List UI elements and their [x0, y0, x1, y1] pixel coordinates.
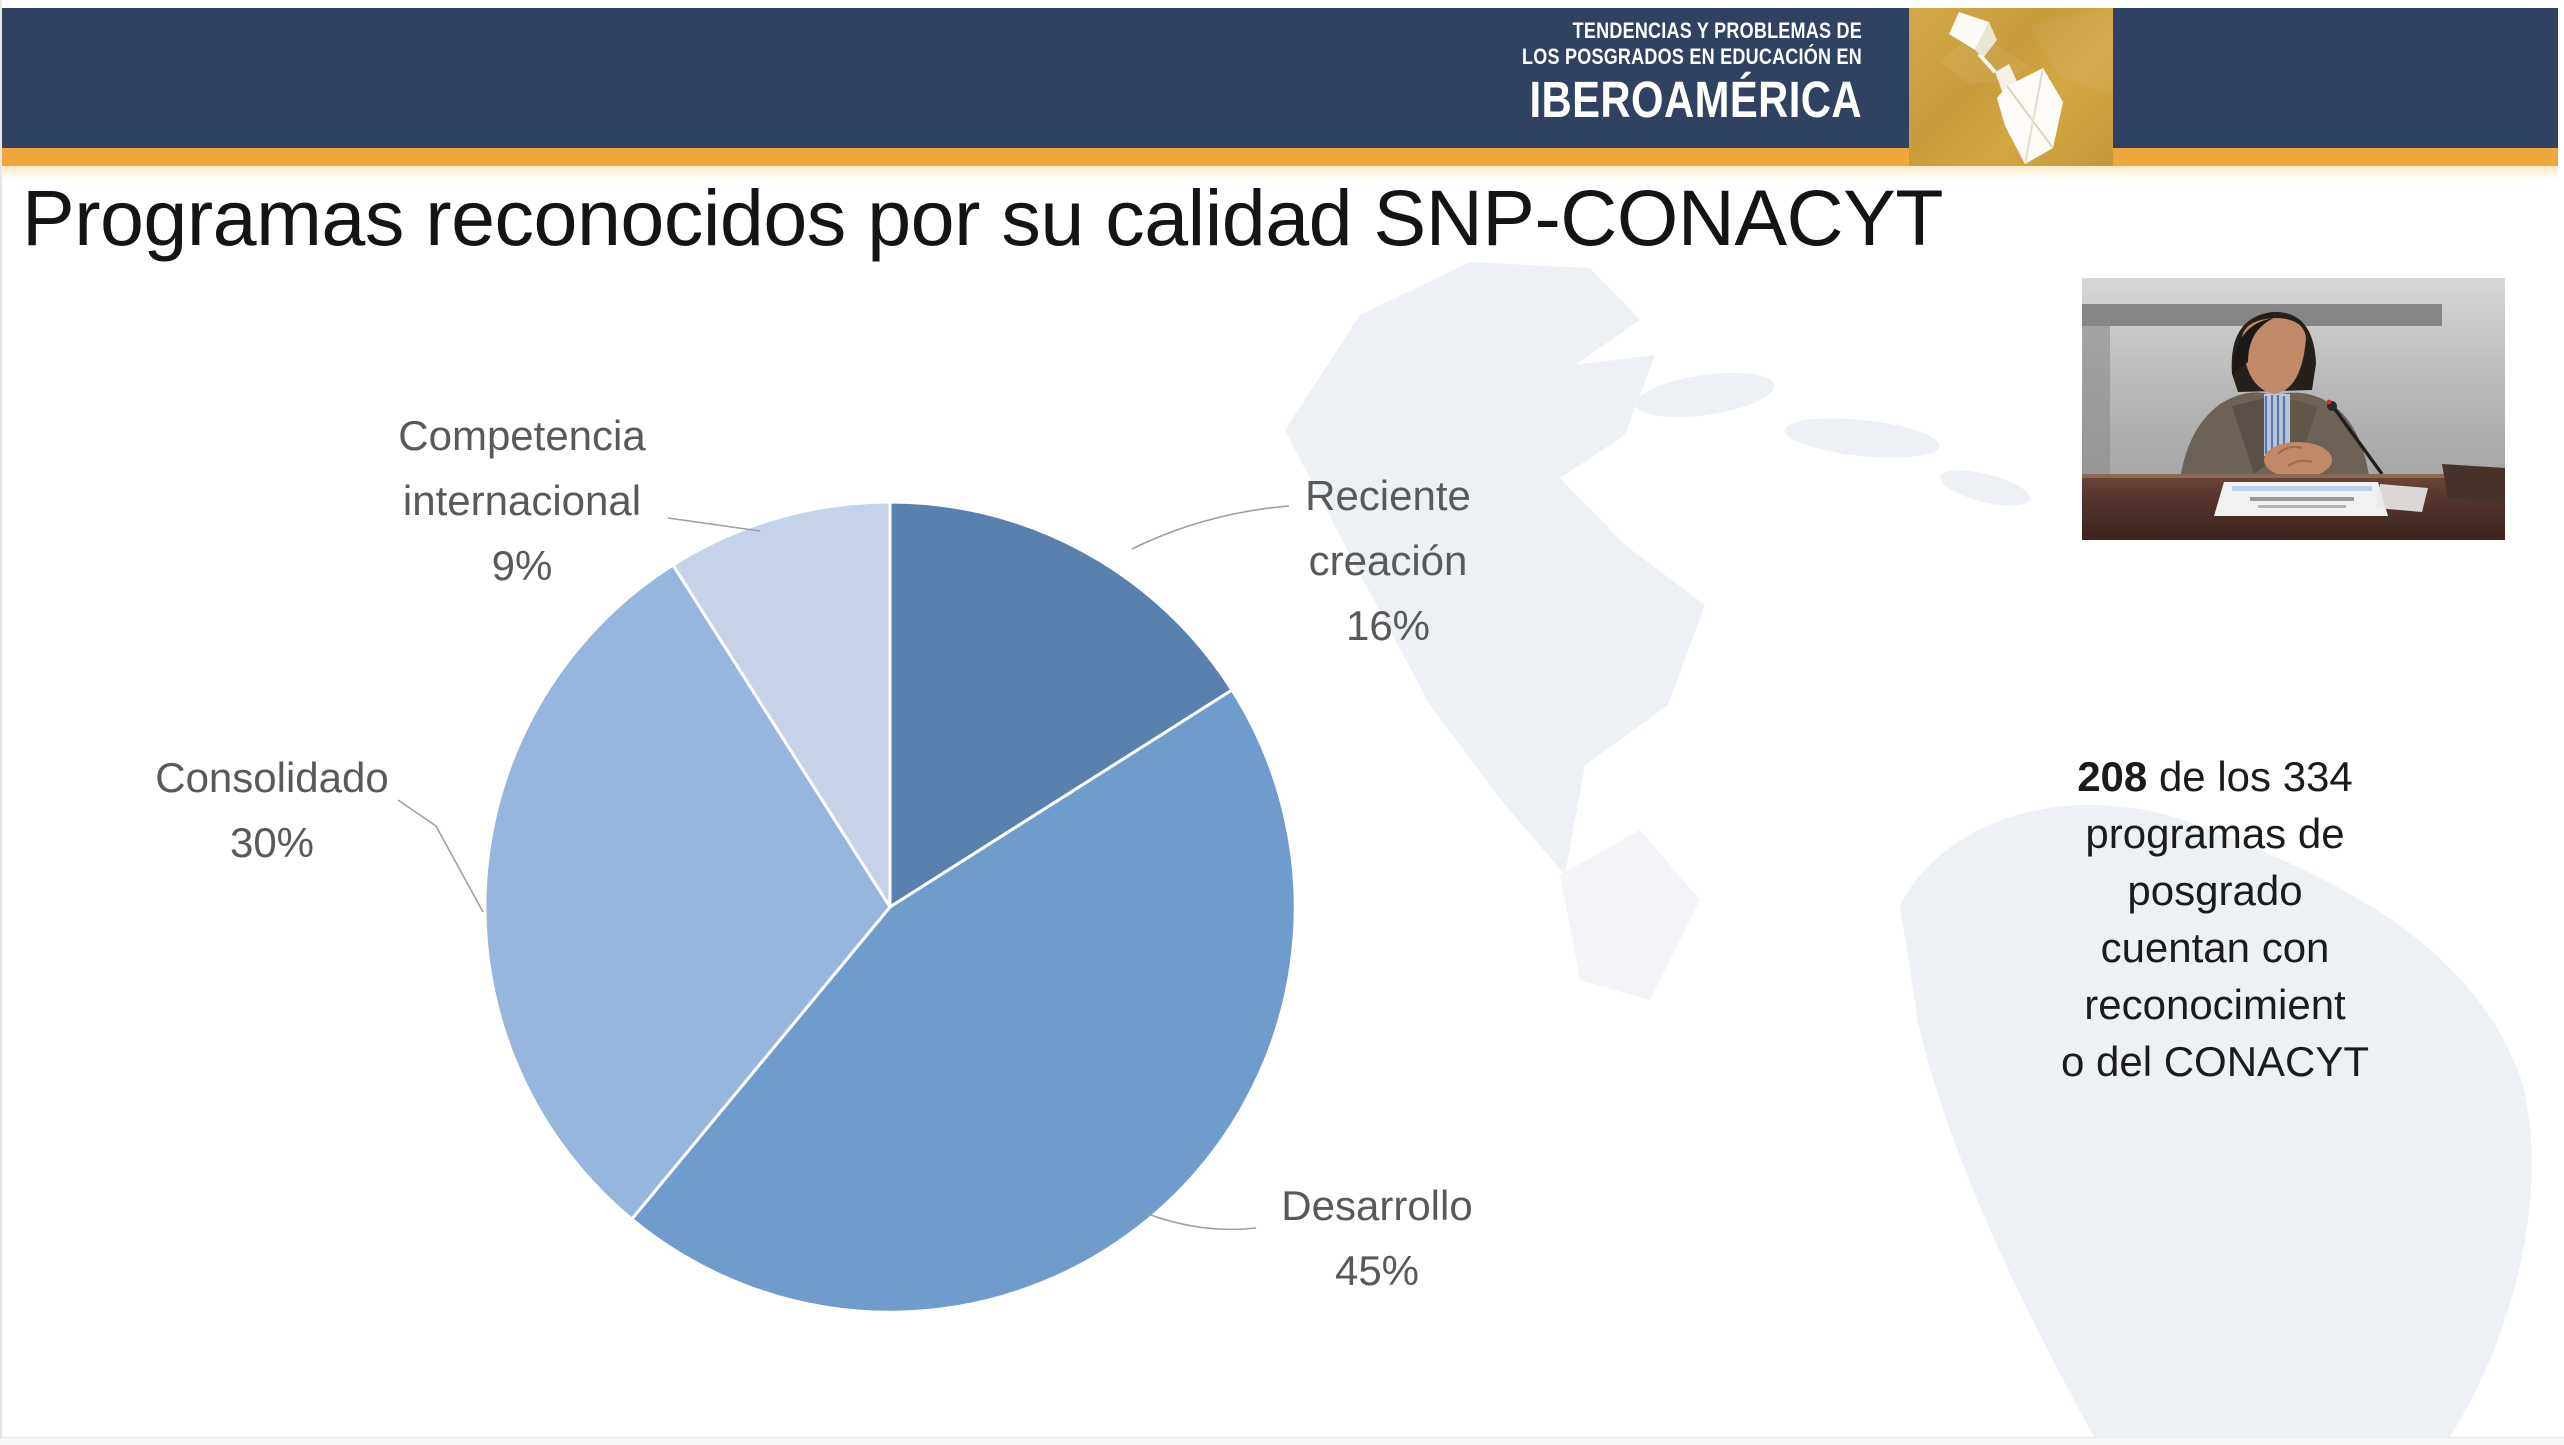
- origami-map-logo: [1909, 6, 2113, 166]
- pie-slice-competencia-internacional: [671, 500, 892, 909]
- player-frame-left: [0, 0, 2, 1444]
- placard-subtext: [2258, 505, 2346, 508]
- origami-map-icon: [1939, 6, 2113, 165]
- label-percent: 30%: [229, 819, 315, 866]
- placard-name-text: [2250, 497, 2354, 501]
- note-bold-number: 208: [2077, 753, 2148, 800]
- microphone-icon: [2326, 399, 2384, 475]
- gold-accent-stripe: [2, 148, 2558, 180]
- desk-corner: [2442, 464, 2505, 504]
- label-competencia-internacional: Competencia internacional 9%: [312, 403, 732, 598]
- note-line: posgrado: [2127, 867, 2303, 914]
- banner-line2: LOS POSGRADOS EN EDUCACIÓN EN: [1522, 44, 1862, 69]
- leader-competencia: [667, 517, 761, 532]
- desk-edge-highlight: [2082, 474, 2505, 478]
- speaker-video-thumbnail: [2082, 278, 2505, 540]
- paper-sheet: [2376, 484, 2428, 512]
- player-frame-bottom: [0, 1437, 2564, 1445]
- slide-title: Programas reconocidos por su calidad SNP…: [22, 173, 1944, 262]
- speaker-scene: [2082, 278, 2505, 540]
- label-line: creación: [1308, 537, 1468, 584]
- leader-consolidado: [397, 799, 484, 913]
- banner-line3: IBEROAMÉRICA: [1529, 71, 1862, 128]
- note-line: programas de: [2085, 810, 2345, 857]
- note-line: reconocimient: [2084, 981, 2346, 1028]
- label-desarrollo: Desarrollo 45%: [1167, 1173, 1587, 1303]
- placard-accent: [2232, 486, 2372, 491]
- header-banner: [2, 8, 2558, 148]
- pie-slice-desarrollo: [630, 688, 1297, 1314]
- label-line: Competencia: [398, 412, 646, 459]
- note-line: o del CONACYT: [2060, 1038, 2370, 1085]
- label-line: Reciente: [1305, 472, 1471, 519]
- banner-line1: TENDENCIAS Y PROBLEMAS DE: [1572, 18, 1862, 43]
- label-line: internacional: [402, 477, 642, 524]
- label-reciente-creacion: Reciente creación 16%: [1178, 463, 1598, 658]
- label-percent: 9%: [491, 542, 553, 589]
- label-line: Consolidado: [155, 754, 389, 801]
- banner-title: TENDENCIAS Y PROBLEMAS DE LOS POSGRADOS …: [1437, 18, 1862, 128]
- leader-desarrollo: [1147, 1213, 1257, 1231]
- label-percent: 16%: [1345, 602, 1431, 649]
- conacyt-note: 208 de los 334 programas de posgrado cue…: [1990, 748, 2440, 1090]
- pie-slice-reciente-creacion: [888, 500, 1234, 909]
- note-line1-rest: de los 334: [2147, 753, 2353, 800]
- pie-slices: [483, 500, 1297, 1314]
- label-line: Desarrollo: [1281, 1182, 1473, 1229]
- leader-reciente: [1131, 505, 1290, 550]
- note-line: 208 de los 334: [1990, 748, 2440, 805]
- label-percent: 45%: [1334, 1247, 1420, 1294]
- player-frame-top: [0, 0, 2564, 8]
- label-leader-lines: [397, 505, 1290, 1231]
- label-consolidado: Consolidado 30%: [62, 745, 482, 875]
- note-line: cuentan con: [2100, 924, 2330, 971]
- pie-slice-consolidado: [483, 563, 892, 1221]
